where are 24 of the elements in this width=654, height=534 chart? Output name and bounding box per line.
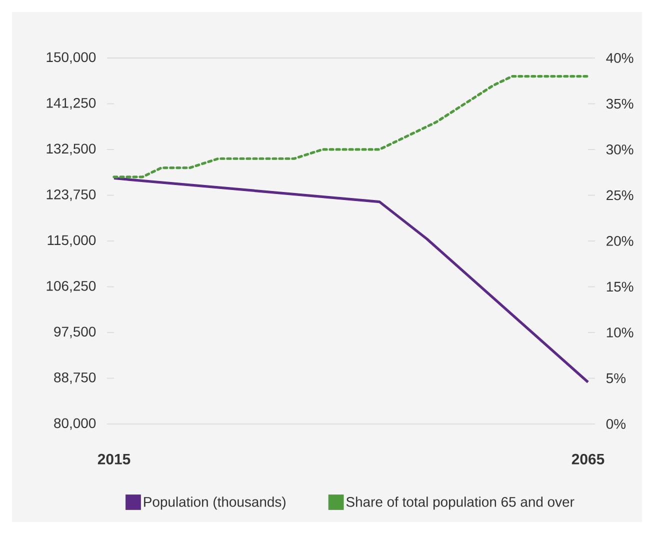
y-tick-label: 123,750 [46,189,96,201]
y-tick-label: 132,500 [46,144,96,156]
y2-tick-label: 15% [606,282,634,292]
y2-tick-label: 10% [606,328,634,338]
y2-tick-label: 20% [606,236,634,246]
y-tick-label: 80,000 [54,418,96,430]
y-tick-label: 150,000 [46,52,96,64]
y-tick-label: 115,000 [48,235,96,247]
x-tick-label: 2015 [98,454,130,464]
y2-tick-label: 35% [606,98,634,109]
legend-label: Share of total population 65 and over [346,496,574,510]
y-tick-label: 141,250 [46,98,96,110]
legend-label: Population (thousands) [144,496,286,510]
x-tick-label: 2065 [572,454,604,464]
line-series [112,74,590,178]
y2-tick-label: 30% [606,144,634,154]
y2-tick-label: 25% [606,190,634,200]
y-tick-label: 97,500 [54,326,96,338]
y-tick-label: 88,750 [54,372,96,384]
y2-tick-label: 5% [606,373,626,384]
y-tick-label: 106,250 [46,280,96,292]
y2-tick-label: 40% [606,53,634,63]
y2-tick-label: 0% [606,419,626,429]
line-series [112,176,590,384]
